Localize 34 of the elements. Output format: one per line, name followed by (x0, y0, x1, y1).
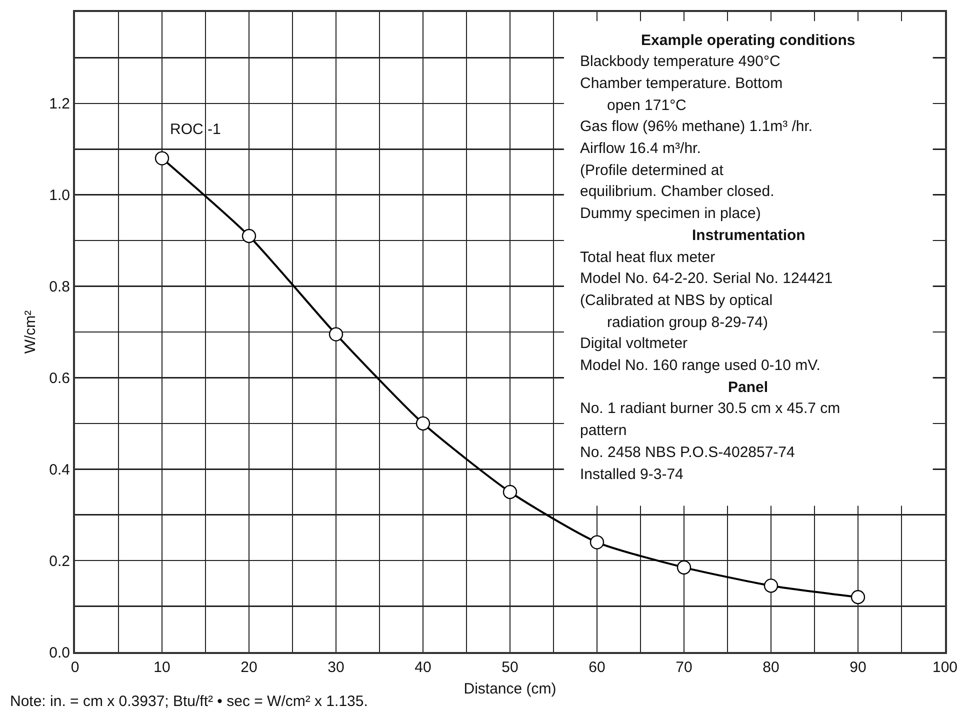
point (502, 484, 518, 500)
point (416, 416, 430, 431)
annotation: Instrumentation Total heat flux meter Model No. 64-2-20. Serial No. 124421 (Calibrated at NBS by optical radiation group 8-29-74) Digital voltmeter Model No. 160 range used 0-10 mV. (580, 227, 833, 374)
y-tick-label: 0.6 (49, 370, 70, 387)
x-tick-label: 40 (414, 659, 432, 676)
x-tick-label: 10 (154, 659, 170, 676)
point (242, 228, 256, 244)
x-tick-label: 60 (588, 659, 606, 676)
y-tick-label: 0.4 (49, 461, 70, 478)
x-tick-label: 20 (240, 659, 258, 676)
y-tick-label: 1.0 (49, 187, 70, 204)
point (328, 327, 344, 342)
series-label: ROC -1 (170, 121, 221, 138)
point (676, 560, 692, 575)
point (154, 151, 170, 166)
x-tick-label: 80 (762, 659, 780, 676)
text: Note: in. = cm x 0.3937; Btu/ft² • sec = W/cm² x 1.135. (10, 693, 368, 710)
y-tick-label: 1.2 (49, 96, 70, 113)
x-tick-label: 100 (932, 659, 958, 676)
x-tick-label: 50 (502, 659, 518, 676)
x-tick-label: 0 (70, 659, 80, 676)
y-axis-title: W/cm² (22, 310, 39, 354)
y-tick-label: 0.0 (49, 644, 70, 662)
y-tick-label: 0.8 (49, 278, 70, 296)
y-tick-label: 0.2 (49, 552, 70, 570)
x-tick-label: 90 (850, 659, 866, 676)
annotation: Panel No. 1 radiant burner 30.5 cm x 45.7 cm pattern No. 2458 NBS P.O.S-402857-74 Installed 9-3-74 (580, 379, 840, 483)
text: Example operating conditions Blackbody temperature 490°C Chamber temperature. Bottom open 171°C Gas flow (96% methane) 1.1m³ /hr. Airflow 16.4 m³/hr. (Profile determined at equilibrium. Chamber closed. Dummy specimen in place) (580, 32, 856, 222)
point (590, 535, 604, 550)
x-axis-title: Distance (cm) (464, 680, 556, 698)
point (850, 590, 866, 604)
point (764, 578, 778, 593)
x-tick-label: 30 (328, 659, 344, 676)
x-tick-label: 70 (676, 659, 692, 676)
